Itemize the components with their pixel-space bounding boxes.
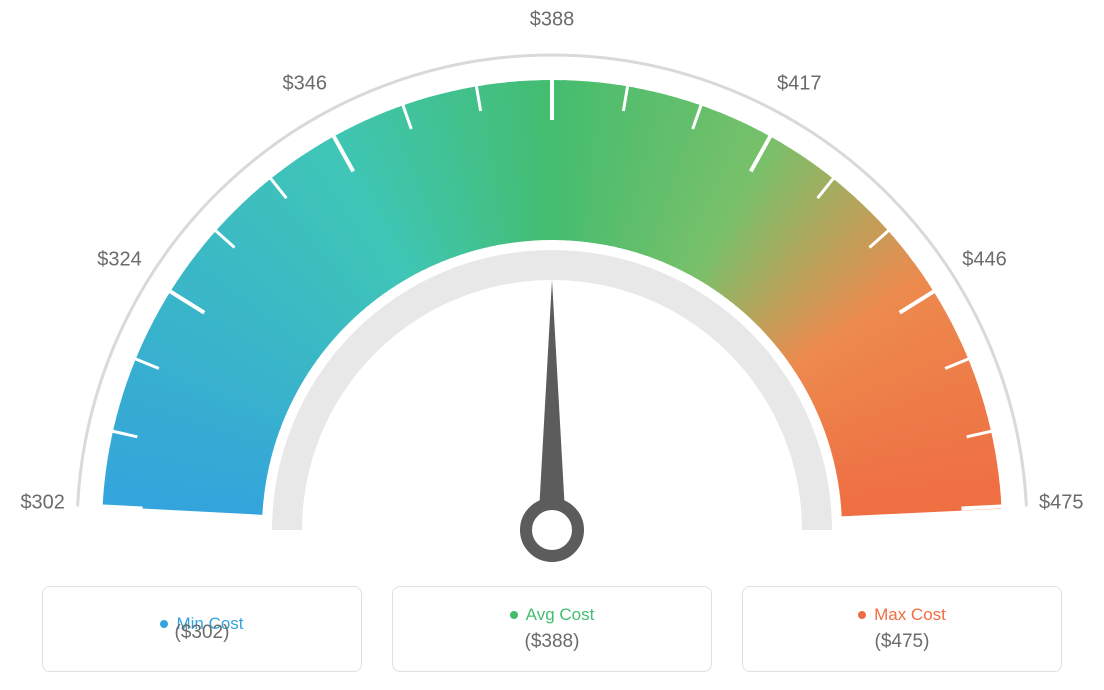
- legend-value-avg: ($388): [525, 631, 580, 653]
- legend-title-avg: Avg Cost: [510, 605, 595, 625]
- legend-title-max: Max Cost: [858, 605, 946, 625]
- gauge-tick-label: $446: [962, 248, 1007, 271]
- legend-value-min-v: ($302): [175, 622, 230, 644]
- legend-dot-min: [160, 620, 168, 628]
- gauge-tick-label: $417: [777, 72, 822, 95]
- gauge-tick-label: $302: [20, 492, 65, 515]
- legend-card-max: Max Cost ($475): [742, 586, 1062, 672]
- legend-row: Min Cost ($302) Avg Cost ($388) Max Cost…: [42, 586, 1062, 672]
- gauge-chart: $302$324$346$388$417$446$475: [42, 20, 1062, 580]
- legend-card-avg: Avg Cost ($388): [392, 586, 712, 672]
- legend-label-max: Max Cost: [874, 605, 946, 625]
- gauge-svg: [42, 20, 1062, 580]
- gauge-tick-label: $388: [530, 9, 575, 32]
- legend-value-max: ($475): [875, 631, 930, 653]
- legend-dot-avg: [510, 611, 518, 619]
- gauge-tick-label: $475: [1039, 492, 1084, 515]
- legend-label-avg: Avg Cost: [526, 605, 595, 625]
- legend-card-min: Min Cost ($302): [42, 586, 362, 672]
- gauge-tick-label: $324: [97, 248, 142, 271]
- gauge-tick-label: $346: [282, 72, 327, 95]
- legend-dot-max: [858, 611, 866, 619]
